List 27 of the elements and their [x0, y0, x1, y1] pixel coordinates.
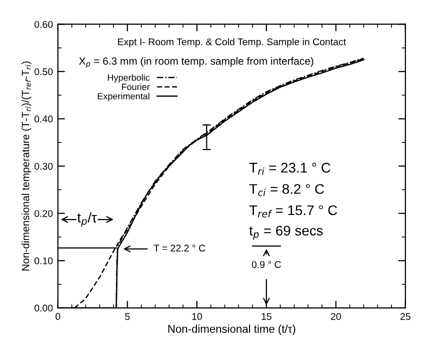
y-tick-label: 0.10 — [34, 257, 53, 264]
x-axis-title: Non-dimensional time (t/τ) — [168, 324, 296, 335]
legend-label: Fourier — [122, 83, 150, 90]
annotation: T$_{ref}$ = 15.7 ° C — [249, 205, 338, 218]
annotation: T$_{ci}$ = 8.2 ° C — [249, 184, 324, 196]
legend-label: Hyperbolic — [108, 74, 150, 83]
annotation: t$_{p}$ = 69 secs — [249, 226, 323, 240]
annotation: t$_{p}$/τ — [77, 212, 97, 227]
x-tick-label: 20 — [330, 313, 341, 320]
annotation: X$_{p}$ = 6.3 mm (in room temp. sample from interface) — [79, 57, 314, 68]
x-tick-label: 0 — [56, 313, 60, 320]
y-tick-label: 0.30 — [34, 162, 53, 170]
annotation: Expt I- Room Temp. & Cold Temp. Sample in Contact — [118, 38, 346, 48]
x-tick-label: 15 — [262, 313, 272, 320]
x-tick-label: 25 — [400, 313, 410, 320]
y-tick-label: 0.60 — [34, 20, 53, 28]
x-tick-label: 10 — [192, 313, 202, 320]
legend-label: Experimental — [98, 92, 150, 102]
annotation: 0.9 ° C — [252, 261, 281, 268]
y-tick-label: 0.50 — [34, 68, 53, 76]
y-tick-label: 0.00 — [34, 304, 53, 312]
annotation: T = 22.2 ° C — [154, 244, 206, 252]
annotation: T$_{ri}$ = 23.1 ° C — [249, 162, 330, 175]
x-tick-label: 5 — [125, 313, 130, 320]
y-tick-label: 0.40 — [34, 116, 53, 122]
y-axis-title: Non-dimensional temperature (T-T$_{ri}$)/(T$_{ref}$-T$_{ri}$) — [22, 62, 32, 271]
y-tick-label: 0.20 — [34, 210, 53, 217]
